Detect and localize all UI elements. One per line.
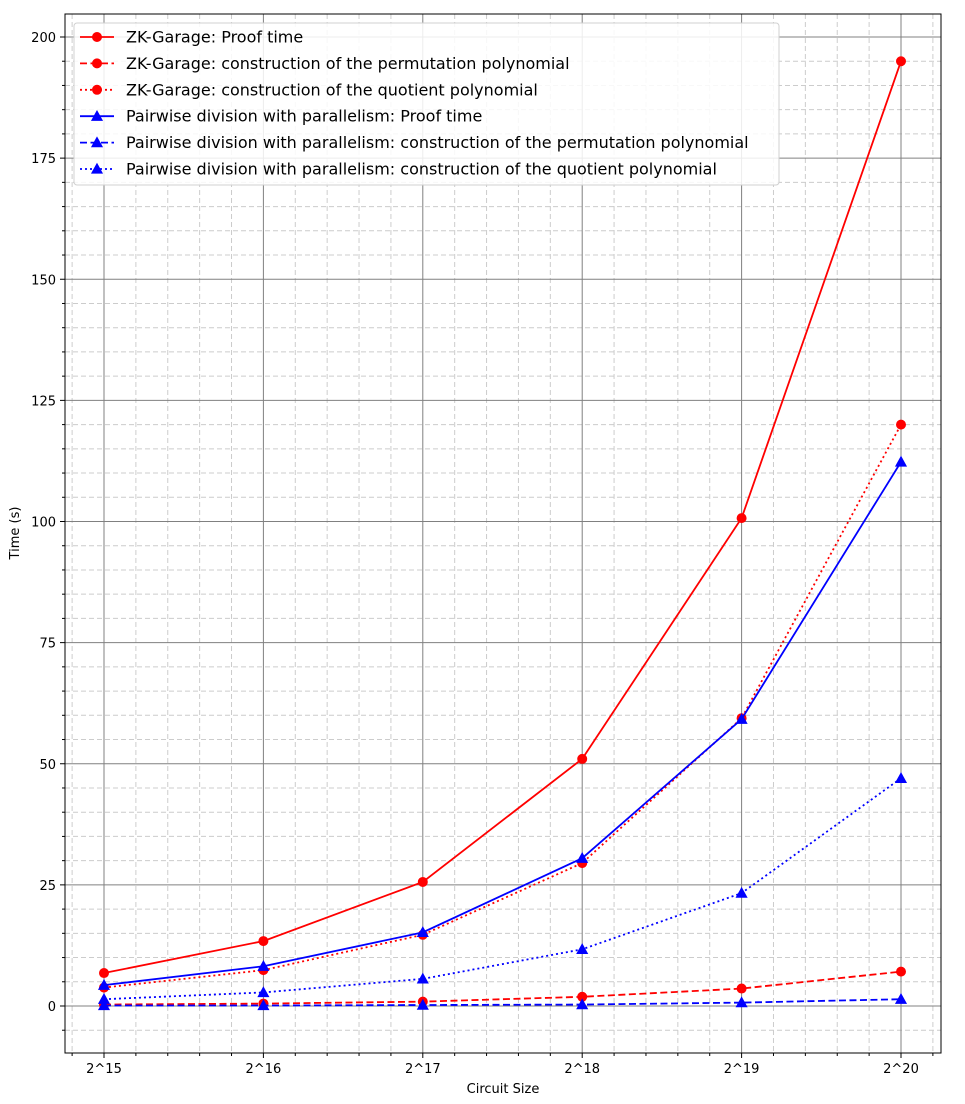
x-tick-label: 2^20 [883,1062,919,1077]
legend-label: Pairwise division with parallelism: Proo… [126,107,482,126]
data-point [416,972,429,984]
data-point [97,978,111,990]
legend-label: ZK-Garage: construction of the quotient … [126,80,538,99]
data-point [736,983,747,994]
data-point [894,992,908,1004]
data-point [735,712,748,724]
legend-marker [90,162,104,174]
y-tick-label: 100 [31,516,56,531]
series-6 [97,772,908,1004]
legend-box [73,22,780,186]
y-tick-label: 150 [31,273,56,288]
data-point [97,999,111,1011]
data-point [735,886,748,898]
data-point [416,998,429,1010]
series-2 [99,966,906,1010]
series-line [103,777,902,1001]
series-4 [97,455,908,990]
series-5 [97,992,908,1011]
data-point [896,56,906,67]
legend-marker [92,58,102,69]
legend-entry: ZK-Garage: Proof time [80,28,303,47]
legend-label: Pairwise division with parallelism: cons… [126,133,749,152]
data-point [257,986,270,998]
series-3 [99,419,906,993]
series-lines [97,56,908,1011]
data-point [896,419,906,430]
legend-entry: Pairwise division with parallelism: cons… [80,160,717,179]
legend-entry: ZK-Garage: construction of the quotient … [80,80,538,99]
data-point [735,996,748,1008]
legend: ZK-Garage: Proof time ZK-Garage: construc… [73,22,780,186]
y-axis-label: Time (s) [8,507,23,561]
series-line [104,998,902,1007]
series-1 [99,56,906,979]
series-line [103,424,902,989]
legend-marker [90,136,104,148]
data-point [736,513,747,524]
data-point [576,998,589,1010]
y-tick-label: 175 [31,152,56,167]
y-tick-label: 0 [48,1000,56,1015]
data-point [417,876,428,887]
data-point [257,999,270,1011]
y-tick-label: 125 [31,394,56,409]
legend-marker [92,84,102,95]
legend-entry: Pairwise division with parallelism: Proo… [80,107,482,126]
y-tick-label: 25 [39,879,56,894]
legend-label: ZK-Garage: construction of the permutati… [126,54,570,73]
legend-marker [90,109,104,121]
data-point [576,851,589,863]
data-point [894,455,908,467]
data-point [257,960,270,971]
x-tick-label: 2^19 [724,1062,760,1077]
legend-label: ZK-Garage: Proof time [126,28,303,47]
data-point [97,992,111,1004]
legend-marker [92,32,102,42]
x-tick-label: 2^18 [564,1062,600,1077]
data-point [416,926,429,938]
x-tick-label: 2^15 [86,1062,122,1077]
data-point [896,966,906,977]
data-point [577,753,588,764]
x-tick-label: 2^17 [405,1062,441,1077]
plot-frame [64,13,942,1054]
y-tick-label: 200 [31,31,56,46]
data-point [894,772,908,783]
legend-label: Pairwise division with parallelism: cons… [126,160,717,179]
data-point [576,943,589,954]
series-line [103,461,902,987]
x-tick-label: 2^16 [246,1062,282,1077]
series-line [103,970,902,1006]
data-point [258,936,269,947]
x-axis-label: Circuit Size [467,1082,540,1097]
series-line [103,60,902,974]
y-tick-label: 50 [39,758,56,773]
legend-entry: Pairwise division with parallelism: cons… [80,133,749,152]
y-tick-label: 75 [39,637,56,652]
legend-entry: ZK-Garage: construction of the permutati… [80,54,570,73]
axes: 0 25 50 75 100 125 150 175 200 2^15 2^16 2^17 2^18 2^… [31,13,942,1077]
data-point [99,968,109,979]
